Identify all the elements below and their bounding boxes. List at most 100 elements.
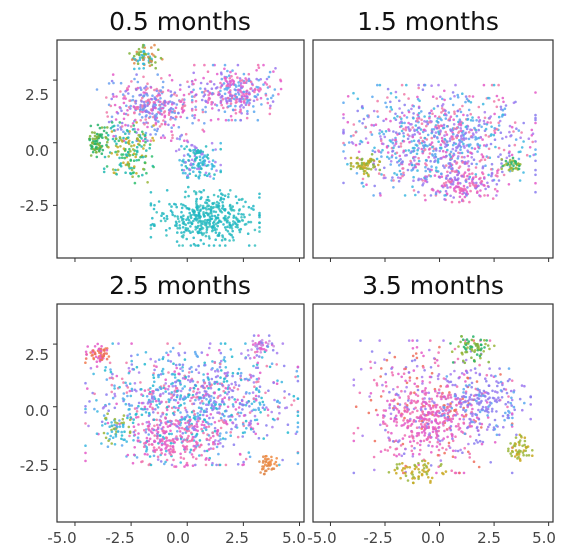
scatter-point bbox=[459, 127, 463, 130]
scatter-point bbox=[219, 351, 223, 355]
scatter-point bbox=[477, 408, 480, 412]
scatter-point bbox=[157, 107, 160, 111]
scatter-point bbox=[204, 428, 208, 432]
scatter-point bbox=[392, 130, 395, 133]
scatter-point bbox=[121, 397, 125, 400]
scatter-point bbox=[468, 395, 472, 399]
scatter-point bbox=[470, 146, 474, 150]
scatter-point bbox=[259, 96, 263, 100]
scatter-point bbox=[468, 402, 472, 406]
scatter-point bbox=[448, 139, 452, 143]
scatter-point bbox=[513, 408, 516, 412]
scatter-point bbox=[183, 418, 186, 421]
scatter-point bbox=[238, 452, 242, 456]
scatter-point bbox=[209, 205, 213, 209]
scatter-point bbox=[174, 423, 177, 426]
scatter-point bbox=[442, 421, 445, 424]
scatter-point bbox=[165, 436, 169, 440]
scatter-point bbox=[415, 162, 418, 166]
scatter-point bbox=[435, 97, 439, 100]
scatter-point bbox=[122, 147, 126, 150]
scatter-point bbox=[433, 114, 437, 118]
scatter-point bbox=[387, 436, 390, 440]
scatter-point bbox=[212, 83, 216, 86]
scatter-point bbox=[249, 87, 252, 91]
scatter-point bbox=[426, 437, 430, 441]
scatter-point bbox=[253, 385, 256, 389]
scatter-point bbox=[209, 413, 213, 416]
scatter-point bbox=[380, 367, 383, 370]
scatter-point bbox=[205, 221, 209, 224]
scatter-point bbox=[432, 128, 436, 131]
scatter-point bbox=[261, 341, 264, 345]
scatter-point bbox=[177, 125, 181, 129]
scatter-point bbox=[507, 395, 510, 398]
scatter-point bbox=[437, 448, 441, 452]
scatter-point bbox=[449, 150, 453, 154]
scatter-point bbox=[170, 432, 173, 436]
scatter-point bbox=[123, 156, 126, 160]
scatter-point bbox=[417, 178, 420, 182]
scatter-point bbox=[434, 427, 438, 431]
scatter-point bbox=[160, 443, 164, 447]
scatter-point bbox=[461, 161, 464, 164]
scatter-point bbox=[262, 403, 266, 407]
scatter-point bbox=[469, 435, 472, 438]
scatter-point bbox=[462, 173, 466, 176]
scatter-point bbox=[220, 72, 223, 76]
scatter-point bbox=[423, 115, 426, 118]
scatter-point bbox=[384, 130, 388, 133]
scatter-point bbox=[153, 88, 156, 92]
scatter-point bbox=[215, 72, 219, 76]
scatter-point bbox=[161, 134, 165, 137]
scatter-point bbox=[224, 118, 228, 122]
scatter-point bbox=[164, 387, 167, 391]
scatter-point bbox=[458, 120, 462, 123]
scatter-point bbox=[114, 118, 118, 121]
scatter-point bbox=[252, 397, 256, 401]
scatter-point bbox=[470, 398, 474, 401]
scatter-point bbox=[237, 93, 241, 96]
scatter-point bbox=[239, 374, 242, 378]
scatter-point bbox=[147, 111, 150, 114]
scatter-point bbox=[119, 81, 123, 85]
scatter-point bbox=[496, 189, 499, 193]
scatter-point bbox=[403, 114, 406, 117]
scatter-point bbox=[142, 67, 145, 70]
scatter-point bbox=[460, 403, 463, 406]
scatter-point bbox=[185, 445, 188, 449]
scatter-point bbox=[190, 90, 194, 94]
scatter-point bbox=[87, 424, 90, 428]
scatter-point bbox=[438, 439, 442, 443]
scatter-point bbox=[203, 87, 207, 91]
scatter-point bbox=[136, 80, 140, 84]
scatter-point bbox=[503, 113, 507, 116]
scatter-point bbox=[470, 381, 474, 385]
scatter-point bbox=[230, 118, 234, 122]
scatter-point bbox=[436, 124, 440, 127]
scatter-point bbox=[463, 162, 467, 165]
scatter-point bbox=[144, 137, 147, 141]
scatter-point bbox=[154, 407, 157, 411]
scatter-point bbox=[140, 137, 143, 140]
scatter-point bbox=[128, 412, 132, 416]
scatter-point bbox=[275, 464, 279, 467]
scatter-point bbox=[377, 149, 380, 152]
scatter-point bbox=[263, 408, 267, 411]
scatter-point bbox=[500, 115, 504, 118]
scatter-point bbox=[463, 446, 467, 450]
scatter-point bbox=[394, 112, 397, 116]
scatter-point bbox=[443, 166, 446, 169]
scatter-point bbox=[205, 228, 209, 231]
scatter-point bbox=[106, 412, 109, 416]
scatter-point bbox=[468, 200, 471, 204]
scatter-point bbox=[120, 109, 123, 113]
scatter-point bbox=[410, 449, 414, 453]
scatter-point bbox=[495, 424, 498, 427]
scatter-point bbox=[520, 384, 524, 387]
scatter-point bbox=[412, 399, 416, 403]
scatter-point bbox=[381, 148, 384, 152]
scatter-point bbox=[248, 455, 252, 459]
scatter-point bbox=[395, 392, 398, 396]
scatter-point bbox=[208, 225, 212, 228]
